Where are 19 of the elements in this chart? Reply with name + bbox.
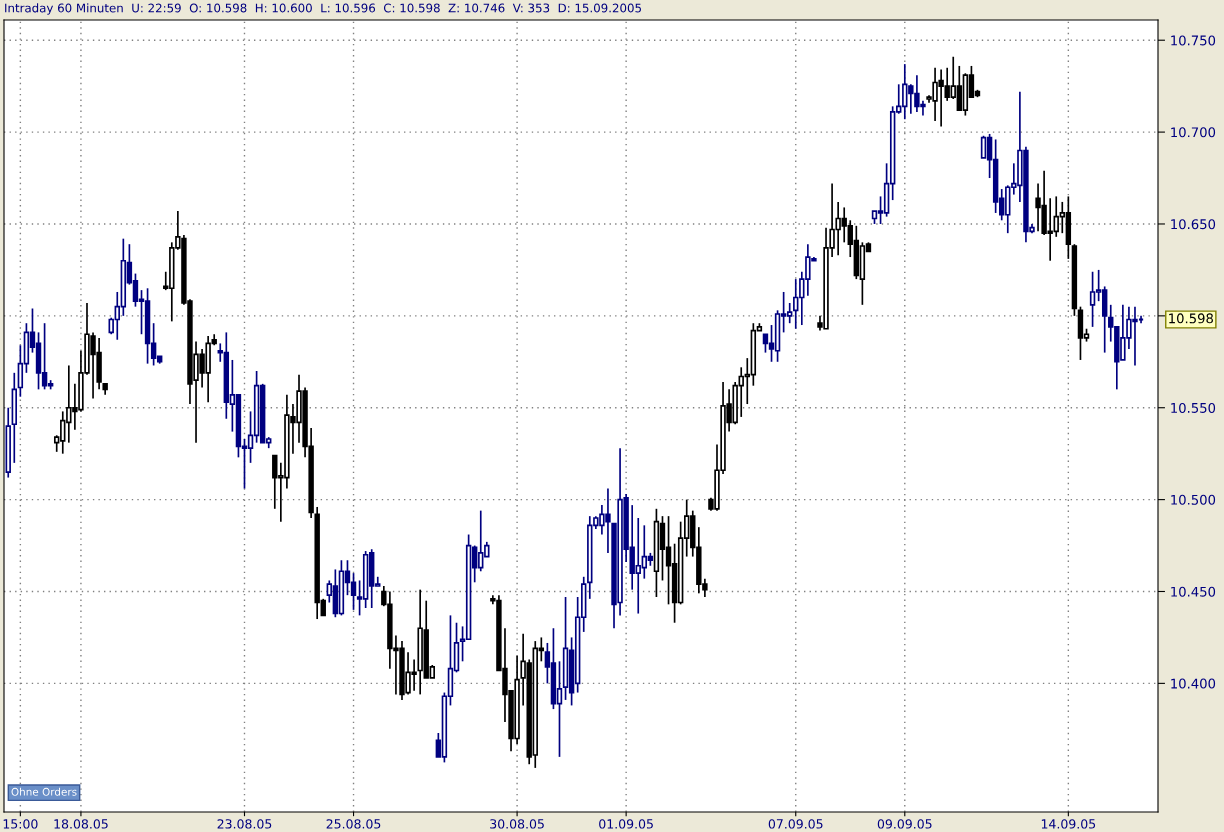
x-tick-label: 18.08.05 — [54, 819, 108, 829]
x-tick-label: 07.09.05 — [768, 819, 823, 829]
x-tick-label: 14.09.05 — [1041, 819, 1096, 829]
chart-title: Intraday 60 Minuten U: 22:59 O: 10.598 H: 10.600 L: 10.596 C: 10.598 Z: 10.746 V: 353 D: 15.09.2005 — [5, 3, 641, 15]
y-tick-label: 10.750 — [1171, 35, 1216, 46]
x-tick-label: 25.08.05 — [326, 819, 381, 829]
x-tick-label: 30.08.05 — [490, 819, 544, 829]
x-tick-label: 15:00 — [3, 819, 38, 829]
x-tick-label: 23.08.05 — [217, 819, 272, 829]
y-tick-label: 10.400 — [1171, 678, 1216, 689]
text: 10.598 — [1169, 313, 1213, 324]
y-tick-label: 10.650 — [1171, 219, 1216, 230]
y-tick-label: 10.500 — [1171, 494, 1216, 505]
y-tick-label: 10.450 — [1171, 586, 1216, 597]
y-tick-label: 10.700 — [1171, 127, 1216, 138]
annotation: Ohne Orders — [11, 787, 77, 796]
x-tick-label: 01.09.05 — [599, 819, 653, 829]
x-tick-label: 09.09.05 — [877, 819, 932, 829]
y-tick-label: 10.550 — [1171, 402, 1216, 413]
